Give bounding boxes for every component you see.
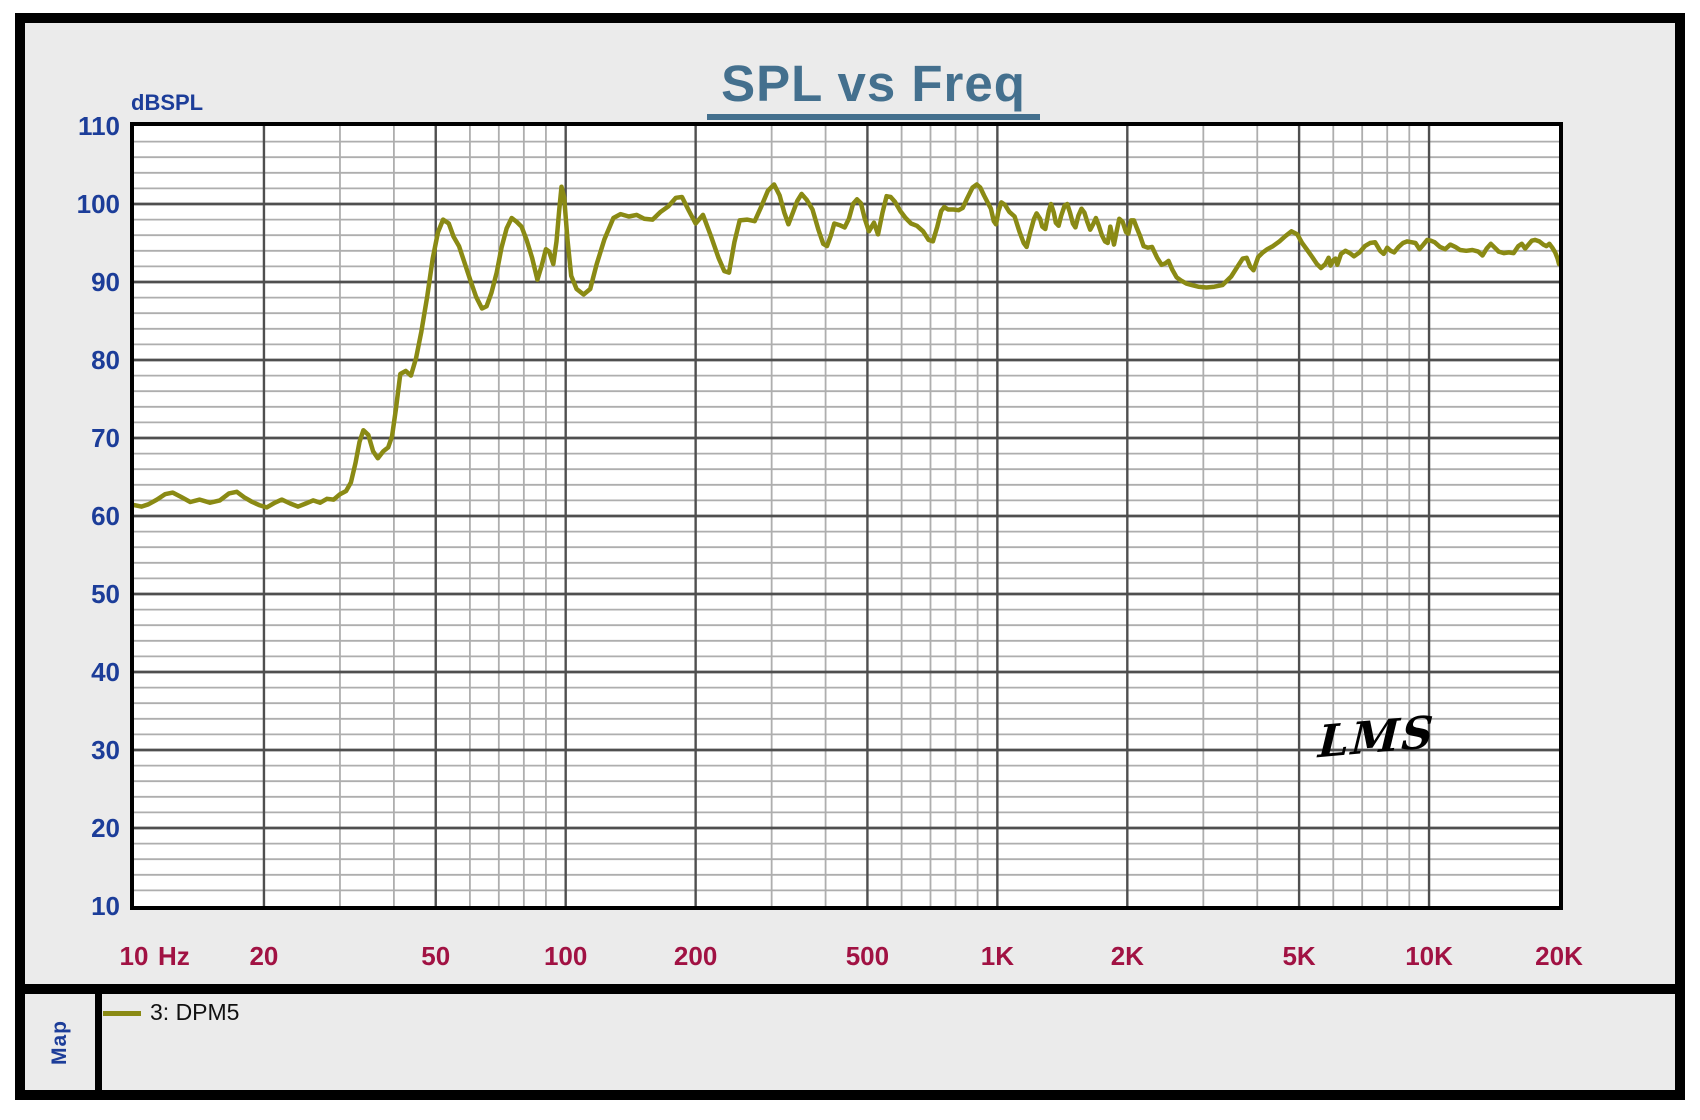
chart-title-wrap: SPL vs Freq [155,57,1592,120]
x-tick-label: 10 [119,941,149,971]
x-tick-label: 20 [249,941,279,971]
y-tick-label: 10 [91,891,120,921]
x-tick-label: 5K [1282,941,1316,971]
map-cell: Map [25,994,102,1090]
y-tick-label: 80 [91,345,120,375]
x-axis-unit-label: Hz [158,941,190,971]
x-tick-label: 100 [543,941,588,971]
x-tick-label: 200 [673,941,718,971]
lms-signature: LMS [1316,706,1437,769]
y-tick-label: 110 [78,111,120,141]
legend-line-swatch [103,1011,141,1016]
x-tick-label: 1K [980,941,1014,971]
y-tick-label: 100 [76,189,120,219]
map-label: Map [48,1019,71,1065]
x-tick-label: 500 [845,941,890,971]
y-tick-label: 50 [91,579,120,609]
y-tick-label: 20 [91,813,120,843]
y-tick-label: 90 [91,267,120,297]
x-tick-label: 50 [421,941,451,971]
y-tick-label: 60 [91,501,120,531]
x-tick-label: 20K [1535,941,1583,971]
chart-title: SPL vs Freq [707,57,1040,120]
spl-curve [134,182,1559,510]
y-tick-label: 40 [91,657,120,687]
x-tick-label: 10K [1405,941,1453,971]
y-tick-label: 30 [91,735,120,765]
spl-curve-canvas [134,126,1559,906]
x-tick-label: 2K [1110,941,1144,971]
legend-entry-label: 3: DPM5 [150,999,240,1025]
y-tick-label: 70 [91,423,120,453]
y-axis-unit-label: dBSPL [131,90,204,115]
plot-area [130,122,1563,910]
legend-separator-bar [25,984,1675,994]
